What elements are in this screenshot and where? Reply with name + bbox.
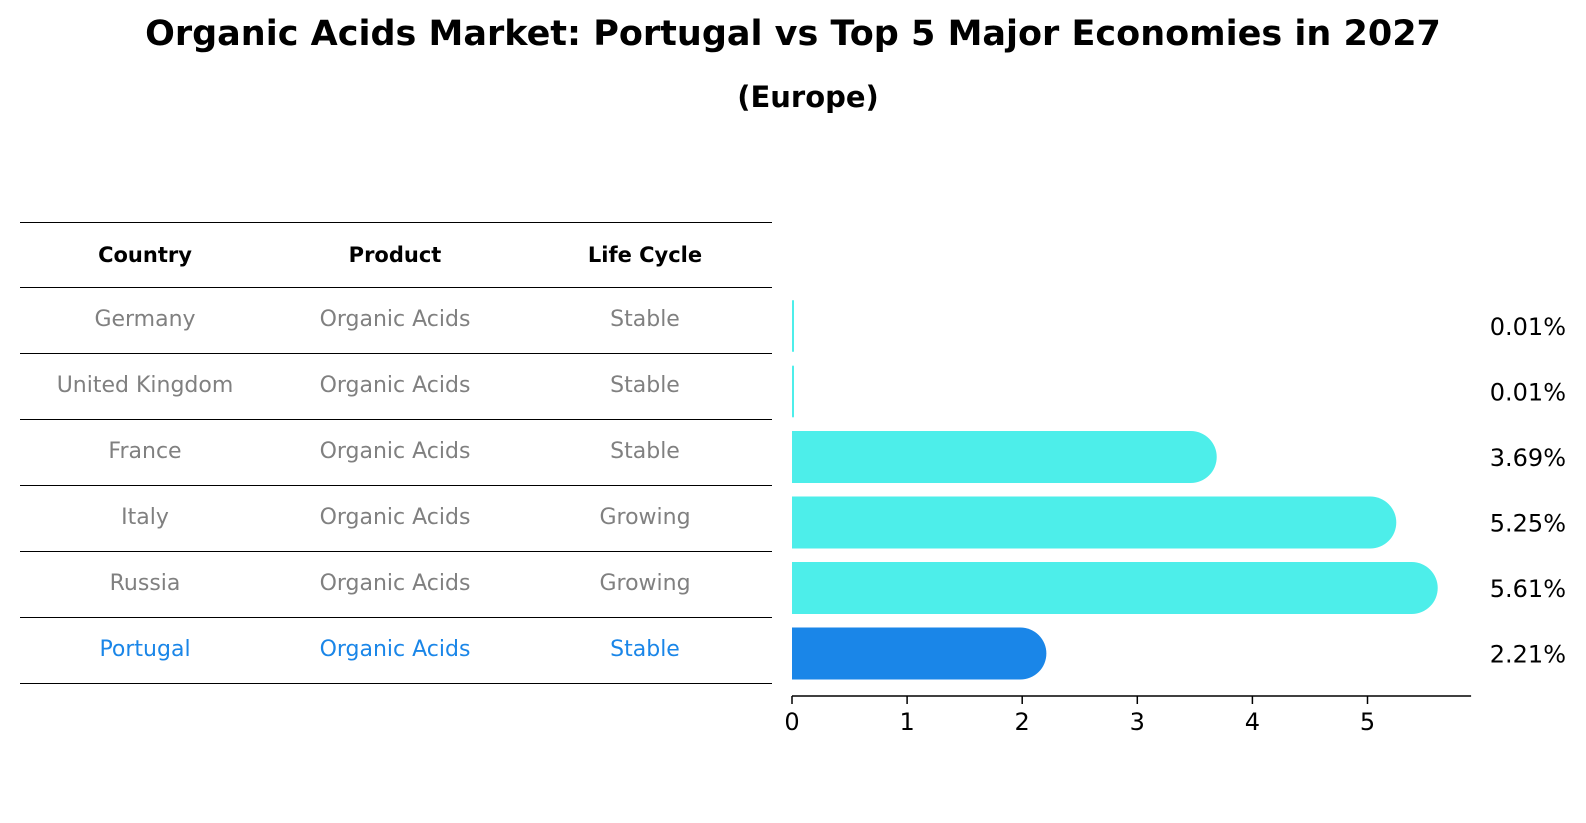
chart-subtitle: (Europe) bbox=[737, 80, 879, 114]
x-tick-label: 2 bbox=[1015, 708, 1030, 736]
table-row: Russia Organic Acids Growing bbox=[20, 552, 772, 618]
x-tick-label: 4 bbox=[1245, 708, 1260, 736]
chart-title: Organic Acids Market: Portugal vs Top 5 … bbox=[145, 14, 1441, 54]
value-label: 2.21% bbox=[1490, 641, 1566, 669]
bar bbox=[792, 562, 1438, 614]
header-life-cycle: Life Cycle bbox=[587, 243, 703, 267]
life-cycle-cell: Stable bbox=[610, 307, 680, 332]
country-cell: Germany bbox=[94, 307, 196, 332]
x-tick-label: 3 bbox=[1130, 708, 1145, 736]
table-row-highlighted: Portugal Organic Acids Stable bbox=[20, 618, 772, 684]
product-cell: Organic Acids bbox=[319, 307, 471, 332]
value-label: 5.25% bbox=[1490, 510, 1566, 538]
value-label: 0.01% bbox=[1490, 379, 1566, 407]
bar bbox=[792, 431, 1217, 483]
x-tick-label: 0 bbox=[784, 708, 799, 736]
bar-base bbox=[792, 431, 818, 483]
table-header-row: Country Product Life Cycle bbox=[20, 222, 772, 288]
life-cycle-cell: Stable bbox=[610, 373, 680, 398]
bar-base bbox=[792, 496, 818, 549]
country-cell: United Kingdom bbox=[56, 373, 234, 398]
bar bbox=[792, 365, 794, 418]
table-row: Italy Organic Acids Growing bbox=[20, 486, 772, 552]
value-label: 5.61% bbox=[1490, 575, 1566, 603]
header-country: Country bbox=[98, 243, 192, 267]
table-row: Germany Organic Acids Stable bbox=[20, 288, 772, 354]
bar-base bbox=[792, 562, 818, 614]
product-cell: Organic Acids bbox=[319, 571, 471, 596]
x-tick-label: 1 bbox=[899, 708, 914, 736]
bar bbox=[792, 300, 794, 352]
table-row: France Organic Acids Stable bbox=[20, 420, 772, 486]
comparison-table: Country Product Life Cycle Germany Organ… bbox=[20, 222, 772, 684]
product-cell: Organic Acids bbox=[319, 637, 471, 662]
product-cell: Organic Acids bbox=[319, 439, 471, 464]
country-cell: Italy bbox=[121, 505, 169, 530]
value-label: 0.01% bbox=[1490, 313, 1566, 341]
table-row: United Kingdom Organic Acids Stable bbox=[20, 354, 772, 420]
country-cell: Russia bbox=[109, 571, 181, 596]
life-cycle-cell: Stable bbox=[610, 637, 680, 662]
life-cycle-cell: Growing bbox=[599, 505, 691, 530]
value-label: 3.69% bbox=[1490, 444, 1566, 472]
country-cell: Portugal bbox=[99, 637, 191, 662]
x-tick-label: 5 bbox=[1360, 708, 1375, 736]
bar-base bbox=[792, 627, 818, 680]
product-cell: Organic Acids bbox=[319, 505, 471, 530]
bar bbox=[792, 627, 1047, 680]
country-cell: France bbox=[108, 439, 182, 464]
product-cell: Organic Acids bbox=[319, 373, 471, 398]
bar bbox=[792, 496, 1397, 549]
life-cycle-cell: Stable bbox=[610, 439, 680, 464]
header-product: Product bbox=[348, 243, 442, 267]
life-cycle-cell: Growing bbox=[599, 571, 691, 596]
